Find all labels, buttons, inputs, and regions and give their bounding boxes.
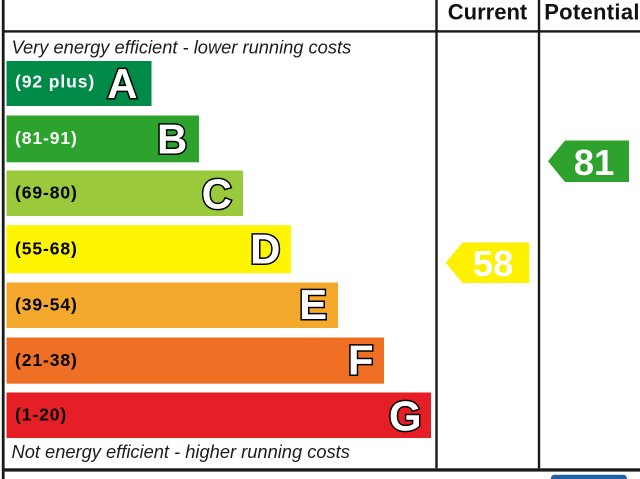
svg-text:(55-68): (55-68) (15, 239, 78, 259)
svg-text:(39-54): (39-54) (15, 295, 78, 315)
svg-text:D: D (250, 226, 280, 273)
svg-text:Not energy efficient - higher: Not energy efficient - higher running co… (12, 441, 350, 462)
svg-text:(92 plus): (92 plus) (15, 72, 95, 92)
svg-text:Current: Current (448, 0, 528, 25)
svg-text:81: 81 (574, 142, 615, 183)
svg-text:58: 58 (473, 243, 514, 284)
svg-text:(1-20): (1-20) (15, 405, 67, 425)
svg-text:(69-80): (69-80) (15, 183, 78, 203)
svg-text:E: E (299, 281, 327, 328)
svg-text:B: B (157, 115, 187, 162)
svg-text:Very energy efficient - lower: Very energy efficient - lower running co… (12, 37, 352, 58)
svg-text:G: G (389, 392, 422, 439)
svg-text:(21-38): (21-38) (15, 350, 78, 370)
svg-text:(81-91): (81-91) (15, 128, 78, 148)
svg-text:A: A (107, 60, 137, 107)
svg-text:F: F (348, 336, 374, 383)
svg-text:C: C (202, 171, 232, 218)
svg-text:Potential: Potential (544, 0, 640, 25)
